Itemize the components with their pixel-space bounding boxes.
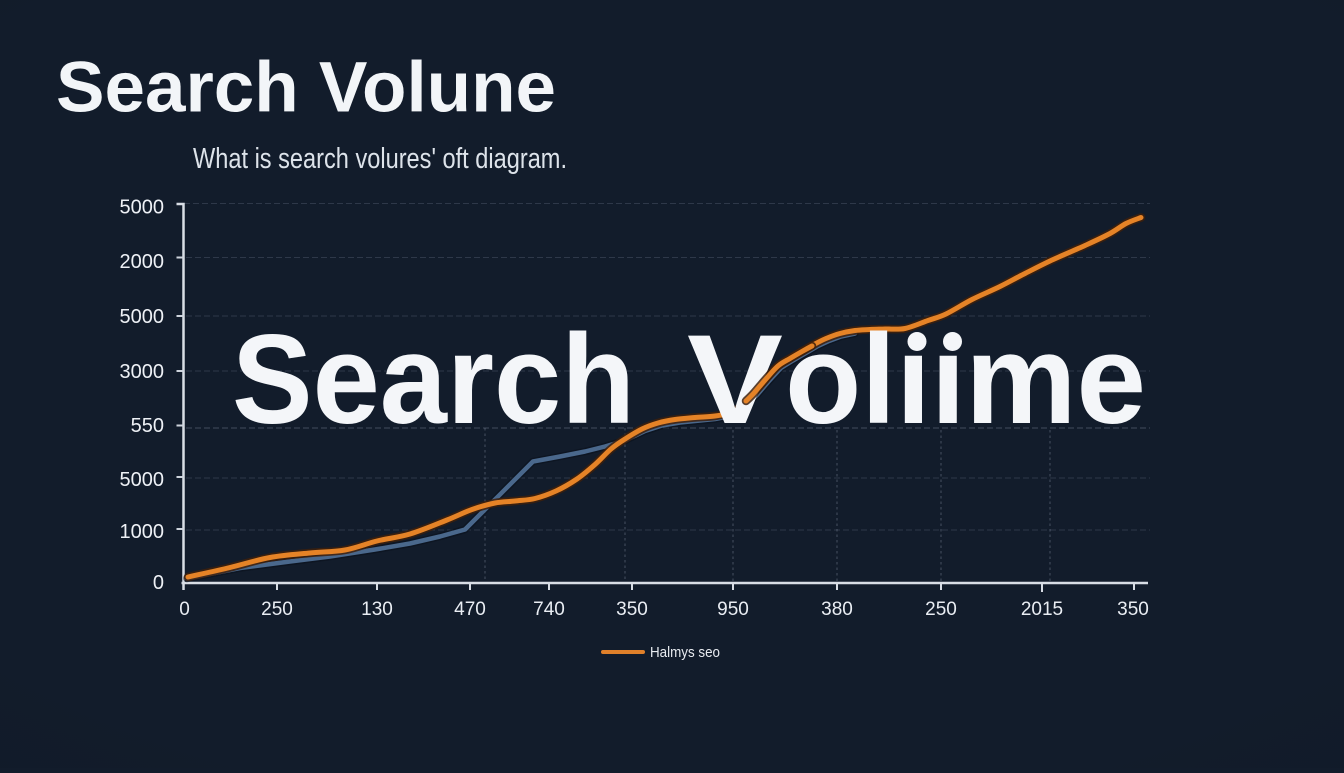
svg-text:2015: 2015 bbox=[1021, 599, 1063, 620]
svg-text:740: 740 bbox=[533, 599, 565, 620]
svg-text:550: 550 bbox=[131, 415, 164, 437]
svg-text:5000: 5000 bbox=[120, 306, 165, 328]
svg-text:250: 250 bbox=[925, 599, 957, 620]
svg-text:2000: 2000 bbox=[120, 251, 165, 273]
svg-text:3000: 3000 bbox=[120, 361, 165, 383]
svg-text:Search Volune: Search Volune bbox=[56, 49, 556, 128]
svg-text:1000: 1000 bbox=[120, 521, 165, 543]
svg-text:0: 0 bbox=[153, 572, 164, 594]
svg-text:Search: Search bbox=[232, 308, 635, 450]
svg-text:5000: 5000 bbox=[120, 197, 165, 219]
svg-text:Halmys seo: Halmys seo bbox=[650, 645, 720, 661]
svg-text:olııme: olııme bbox=[785, 308, 1146, 450]
svg-text:350: 350 bbox=[616, 599, 648, 620]
svg-text:130: 130 bbox=[361, 599, 393, 620]
svg-text:5000: 5000 bbox=[120, 469, 165, 491]
svg-text:0: 0 bbox=[179, 599, 190, 620]
svg-text:350: 350 bbox=[1117, 599, 1149, 620]
svg-text:250: 250 bbox=[261, 599, 293, 620]
svg-text:What is search volures' oft di: What is search volures' oft diagram. bbox=[193, 143, 567, 175]
svg-text:950: 950 bbox=[717, 599, 749, 620]
svg-text:380: 380 bbox=[821, 599, 853, 620]
svg-text:470: 470 bbox=[454, 599, 486, 620]
